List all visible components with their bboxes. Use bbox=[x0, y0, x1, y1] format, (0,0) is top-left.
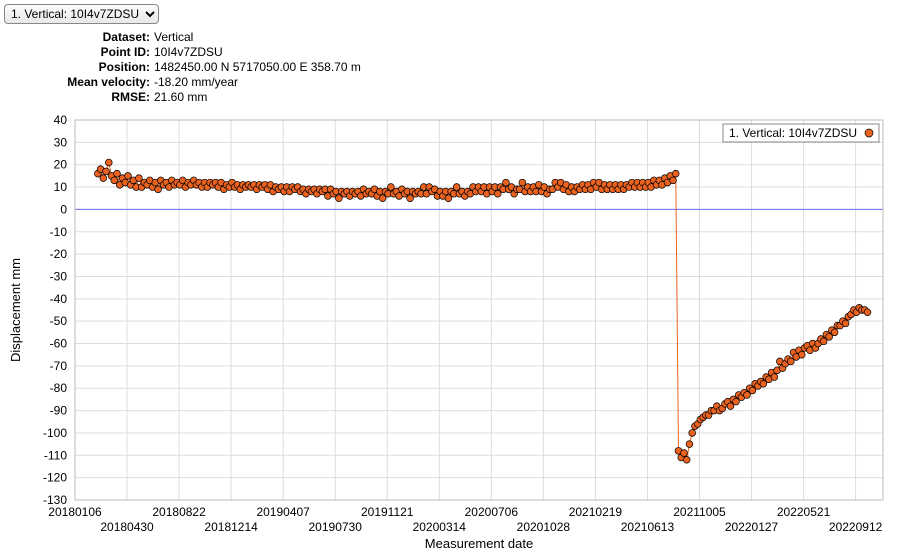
svg-text:20180822: 20180822 bbox=[152, 505, 206, 519]
svg-text:20190730: 20190730 bbox=[309, 520, 363, 534]
svg-text:20180106: 20180106 bbox=[48, 505, 102, 519]
meta-pointid-label: Point ID: bbox=[30, 45, 150, 60]
svg-text:20191121: 20191121 bbox=[361, 505, 414, 519]
meta-dataset-label: Dataset: bbox=[30, 30, 150, 45]
svg-text:20210219: 20210219 bbox=[569, 505, 623, 519]
svg-text:20200314: 20200314 bbox=[413, 520, 467, 534]
svg-text:20181214: 20181214 bbox=[204, 520, 258, 534]
svg-text:-110: -110 bbox=[44, 448, 67, 462]
chart: 40 30 20 10 0 -10 -20 -30 -40 -50 -60 -70 -80 -90 -100… bbox=[0, 115, 910, 551]
svg-text:1. Vertical: 10I4v7ZDSU: 1. Vertical: 10I4v7ZDSU bbox=[729, 126, 857, 140]
svg-text:-30: -30 bbox=[50, 269, 68, 283]
svg-text:20200706: 20200706 bbox=[465, 505, 519, 519]
meta-position-label: Position: bbox=[30, 60, 150, 75]
svg-text:0: 0 bbox=[60, 202, 67, 216]
svg-text:-80: -80 bbox=[50, 381, 68, 395]
meta-dataset-value: Vertical bbox=[154, 30, 193, 44]
svg-text:20211005: 20211005 bbox=[673, 505, 726, 519]
svg-text:Measurement date: Measurement date bbox=[425, 536, 533, 551]
svg-text:20220912: 20220912 bbox=[829, 520, 883, 534]
svg-text:-50: -50 bbox=[50, 314, 68, 328]
svg-text:-100: -100 bbox=[43, 426, 67, 440]
meta-velocity-label: Mean velocity: bbox=[30, 75, 150, 90]
meta-rmse-value: 21.60 mm bbox=[154, 90, 207, 104]
meta-pointid-value: 10I4v7ZDSU bbox=[154, 45, 223, 59]
svg-text:20201028: 20201028 bbox=[517, 520, 571, 534]
svg-text:20180430: 20180430 bbox=[100, 520, 154, 534]
svg-text:-60: -60 bbox=[50, 337, 68, 351]
svg-text:30: 30 bbox=[54, 135, 68, 149]
svg-text:-10: -10 bbox=[50, 225, 68, 239]
svg-text:20: 20 bbox=[54, 158, 68, 172]
series-select[interactable]: 1. Vertical: 10I4v7ZDSU bbox=[4, 4, 159, 24]
svg-text:20190407: 20190407 bbox=[256, 505, 310, 519]
svg-text:20220521: 20220521 bbox=[777, 505, 831, 519]
metadata-block: Dataset: Vertical Point ID: 10I4v7ZDSU Pos… bbox=[30, 30, 361, 105]
svg-text:Displacement mm: Displacement mm bbox=[8, 258, 23, 362]
svg-text:-20: -20 bbox=[50, 247, 68, 261]
svg-text:20210613: 20210613 bbox=[621, 520, 675, 534]
svg-text:-120: -120 bbox=[43, 471, 67, 485]
chart-svg: 40 30 20 10 0 -10 -20 -30 -40 -50 -60 -70 -80 -90 -100… bbox=[0, 115, 910, 551]
svg-text:-70: -70 bbox=[50, 359, 68, 373]
svg-text:-90: -90 bbox=[50, 404, 68, 418]
meta-position-value: 1482450.00 N 5717050.00 E 358.70 m bbox=[154, 60, 361, 74]
svg-text:-40: -40 bbox=[50, 292, 68, 306]
svg-text:40: 40 bbox=[54, 115, 68, 127]
svg-text:10: 10 bbox=[54, 180, 68, 194]
svg-text:20220127: 20220127 bbox=[725, 520, 779, 534]
meta-rmse-label: RMSE: bbox=[30, 90, 150, 105]
meta-velocity-value: -18.20 mm/year bbox=[154, 75, 238, 89]
